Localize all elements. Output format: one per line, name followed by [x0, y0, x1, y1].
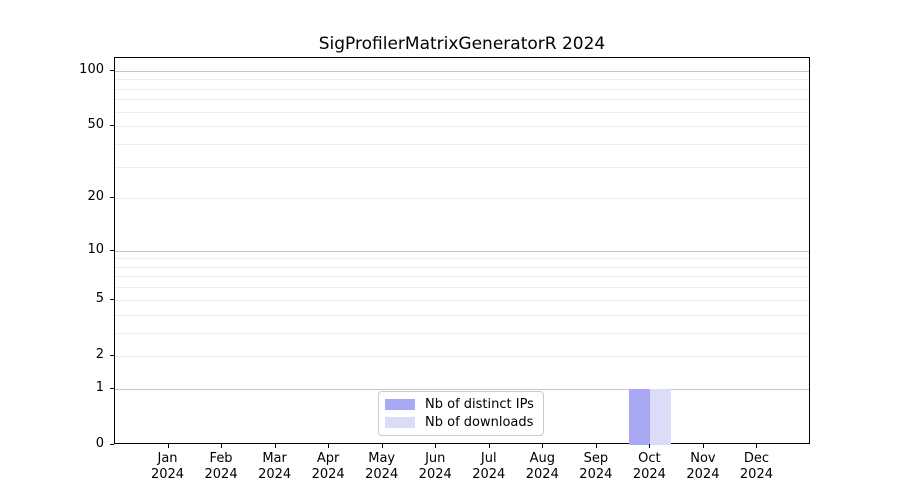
- x-tick-year: 2024: [632, 467, 666, 482]
- minor-gridline: [115, 126, 809, 128]
- major-gridline: [115, 70, 809, 72]
- minor-gridline: [115, 111, 809, 113]
- x-tick-year: 2024: [311, 467, 345, 482]
- bar-nb-of-distinct-ips-oct-2024: [629, 388, 651, 445]
- bar-nb-of-downloads-oct-2024: [650, 388, 672, 445]
- y-tick-mark: [110, 444, 114, 445]
- x-tick-year: 2024: [258, 467, 292, 482]
- x-tick-year: 2024: [579, 467, 613, 482]
- minor-gridline: [115, 88, 809, 90]
- minor-gridline: [115, 143, 809, 145]
- x-tick-year: 2024: [472, 467, 506, 482]
- x-tick-year: 2024: [365, 467, 399, 482]
- x-tick-mark: [488, 444, 490, 448]
- x-tick-year: 2024: [418, 467, 452, 482]
- y-tick-mark: [110, 249, 114, 251]
- legend-swatch-nb-of-distinct-ips: [385, 399, 415, 410]
- legend: Nb of distinct IPs Nb of downloads: [378, 391, 544, 436]
- minor-gridline: [115, 276, 809, 278]
- minor-gridline: [115, 79, 809, 81]
- x-tick-label: Aug 2024: [512, 451, 572, 483]
- y-tick-label: 100: [79, 61, 104, 77]
- x-tick-mark: [381, 444, 383, 448]
- y-tick-mark: [110, 298, 114, 300]
- y-tick-label: 20: [87, 189, 104, 205]
- x-tick-month: Jun: [425, 451, 446, 466]
- y-tick-label: 10: [87, 241, 104, 257]
- y-tick-label: 2: [95, 346, 104, 362]
- y-tick-mark: [110, 125, 114, 127]
- x-tick-year: 2024: [686, 467, 720, 482]
- legend-swatch-nb-of-downloads: [385, 417, 415, 428]
- x-tick-label: Nov 2024: [673, 451, 733, 483]
- y-tick-mark: [110, 197, 114, 199]
- y-tick-mark: [110, 354, 114, 356]
- y-tick-mark: [110, 387, 114, 389]
- x-tick-mark: [649, 444, 651, 448]
- x-tick-month: Nov: [690, 451, 716, 466]
- x-tick-mark: [756, 444, 758, 448]
- x-tick-label: Jul 2024: [459, 451, 519, 483]
- y-tick-mark: [110, 69, 114, 71]
- x-tick-year: 2024: [150, 467, 185, 482]
- x-tick-month: Jul: [480, 451, 497, 466]
- legend-label: Nb of distinct IPs: [425, 397, 534, 412]
- x-tick-label: Oct 2024: [619, 451, 679, 483]
- x-tick-mark: [274, 444, 276, 448]
- minor-gridline: [115, 258, 809, 260]
- x-tick-label: Dec 2024: [726, 451, 786, 483]
- x-tick-month: Dec: [743, 451, 770, 466]
- minor-gridline: [115, 355, 809, 357]
- x-tick-label: Sep 2024: [566, 451, 626, 483]
- x-tick-month: Feb: [209, 451, 233, 466]
- minor-gridline: [115, 332, 809, 334]
- x-tick-month: Aug: [529, 451, 555, 466]
- minor-gridline: [115, 198, 809, 200]
- chart-title: SigProfilerMatrixGeneratorR 2024: [318, 34, 606, 54]
- y-tick-label: 50: [87, 117, 104, 133]
- x-tick-label: Jun 2024: [405, 451, 465, 483]
- x-tick-label: Apr 2024: [298, 451, 358, 483]
- minor-gridline: [115, 166, 809, 168]
- x-tick-label: Jan 2024: [138, 451, 198, 483]
- x-tick-month: Sep: [583, 451, 609, 466]
- x-tick-label: May 2024: [352, 451, 412, 483]
- x-tick-mark: [595, 444, 597, 448]
- minor-gridline: [115, 299, 809, 301]
- x-tick-label: Feb 2024: [191, 451, 251, 483]
- major-gridline: [115, 250, 809, 252]
- plot-area: [114, 57, 810, 445]
- x-tick-month: Mar: [262, 451, 287, 466]
- minor-gridline: [115, 314, 809, 316]
- x-tick-mark: [167, 444, 169, 448]
- x-tick-month: Apr: [316, 451, 340, 466]
- x-tick-mark: [328, 444, 330, 448]
- x-tick-mark: [435, 444, 437, 448]
- x-tick-year: 2024: [525, 467, 559, 482]
- minor-gridline: [115, 287, 809, 289]
- x-tick-mark: [221, 444, 223, 448]
- x-tick-mark: [702, 444, 704, 448]
- y-tick-label: 1: [95, 379, 104, 395]
- x-tick-year: 2024: [204, 467, 238, 482]
- y-tick-label: 0: [95, 436, 104, 451]
- x-tick-year: 2024: [739, 467, 773, 482]
- legend-entry: Nb of downloads: [385, 415, 534, 430]
- x-tick-month: Oct: [638, 451, 661, 466]
- major-gridline: [115, 388, 809, 390]
- minor-gridline: [115, 99, 809, 101]
- x-tick-label: Mar 2024: [245, 451, 305, 483]
- x-tick-month: Jan: [157, 451, 178, 466]
- minor-gridline: [115, 266, 809, 268]
- x-tick-mark: [542, 444, 544, 448]
- legend-label: Nb of downloads: [425, 415, 534, 430]
- y-tick-label: 5: [95, 290, 104, 306]
- x-tick-month: May: [368, 451, 396, 466]
- legend-entry: Nb of distinct IPs: [385, 397, 534, 412]
